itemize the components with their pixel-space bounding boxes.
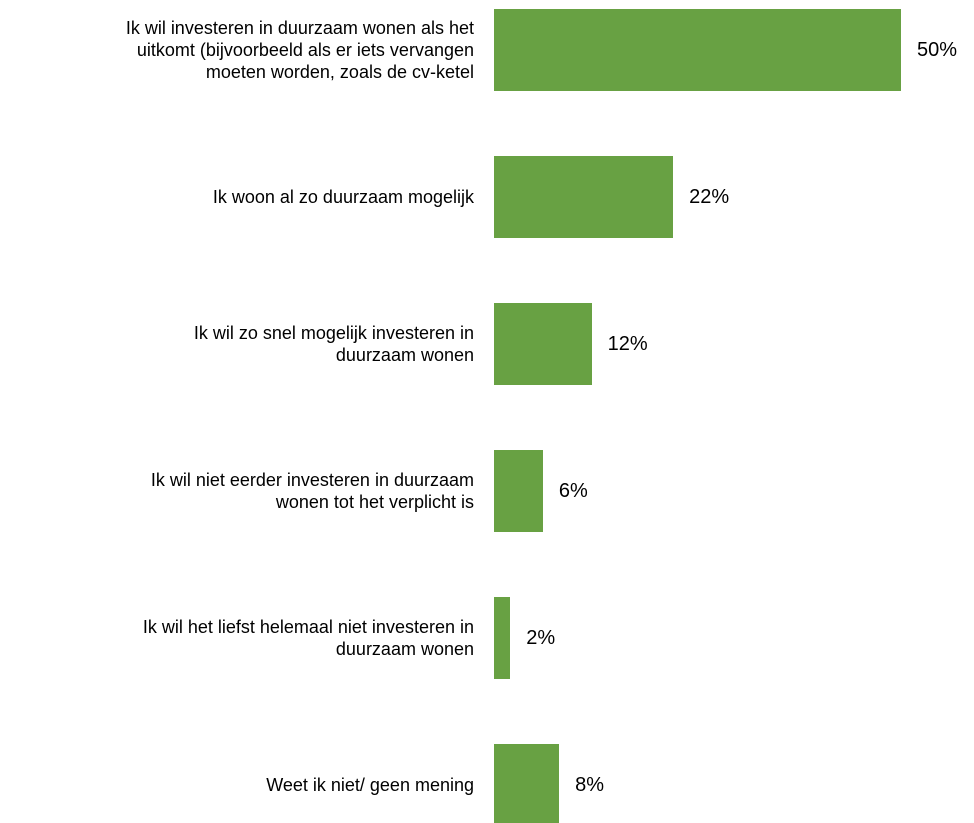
category-label: Ik wil niet eerder investeren in duurzaa… [150, 470, 474, 512]
value-label: 50% [917, 39, 958, 61]
value-label: 8% [575, 774, 605, 796]
value-label: 12% [607, 333, 648, 355]
category-label: Ik wil investeren in duurzaam wonen als … [125, 18, 474, 82]
value-label: 2% [526, 627, 556, 649]
category-label: Ik wil zo snel mogelijk investeren in du… [193, 323, 474, 365]
bar [494, 744, 560, 823]
bar [494, 156, 674, 238]
category-label: Weet ik niet/ geen mening [266, 775, 474, 795]
bar [494, 9, 901, 91]
category-label: Ik wil het liefst helemaal niet invester… [142, 617, 474, 659]
value-label: 22% [689, 186, 730, 208]
bar [494, 450, 543, 532]
category-label: Ik woon al zo duurzaam mogelijk [212, 187, 474, 207]
value-label: 6% [558, 480, 588, 502]
bar [494, 303, 592, 385]
bar [494, 597, 511, 679]
